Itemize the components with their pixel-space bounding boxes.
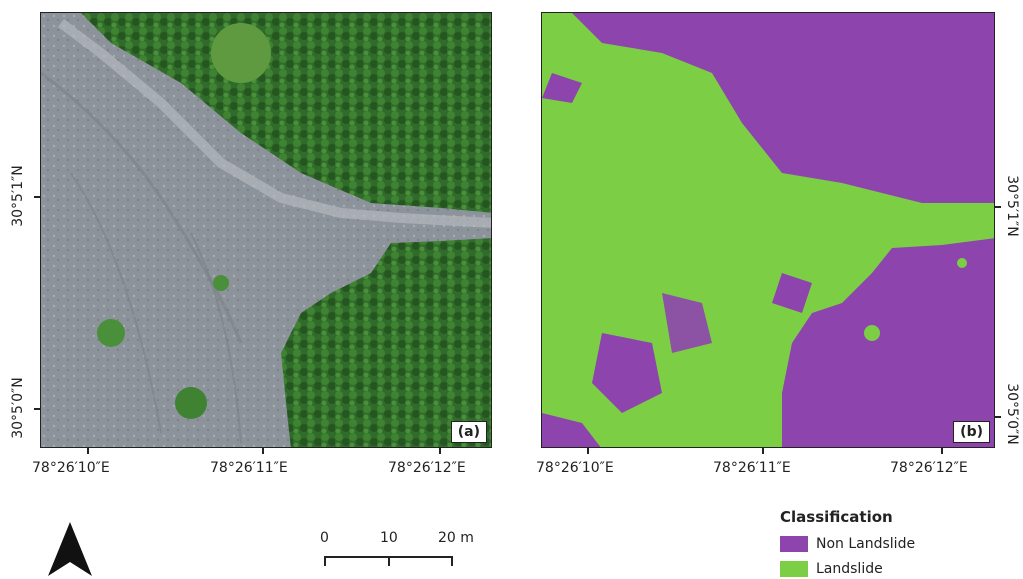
panel-label-a: (a) [450, 421, 487, 443]
classification-map-panel: (b) [541, 12, 995, 448]
scalebar-label-0: 0 [320, 530, 329, 546]
tick-b-lon-1 [587, 448, 589, 454]
scalebar-tick-0 [324, 556, 326, 566]
lon-label-b-2: 78°26′11″E [713, 460, 791, 476]
lat-label-b-2: 30°5′0″N [1004, 383, 1020, 445]
scalebar-tick-10 [388, 556, 390, 566]
scalebar-label-10: 10 [380, 530, 398, 546]
north-arrow-icon [48, 522, 92, 576]
lon-label-a-1: 78°26′10″E [32, 460, 110, 476]
lat-label-b-1: 30°5′1″N [1004, 175, 1020, 237]
tick-a-lon-3 [439, 448, 441, 454]
lon-label-a-2: 78°26′11″E [210, 460, 288, 476]
legend-swatch-non-landslide [780, 536, 808, 552]
lon-label-b-1: 78°26′10″E [536, 460, 614, 476]
lon-label-a-3: 78°26′12″E [388, 460, 466, 476]
tick-b-lon-2 [762, 448, 764, 454]
legend-item-non-landslide: Non Landslide [780, 535, 915, 553]
tick-a-lon-2 [262, 448, 264, 454]
legend-label-landslide: Landslide [816, 561, 883, 577]
lon-label-b-3: 78°26′12″E [890, 460, 968, 476]
aerial-image-panel: (a) [40, 12, 492, 448]
panel-label-b: (b) [953, 421, 990, 443]
classification-map [542, 13, 994, 447]
legend-label-non-landslide: Non Landslide [816, 536, 916, 552]
legend-title: Classification [780, 508, 893, 526]
tick-b-lon-3 [941, 448, 943, 454]
tick-b-lat-2 [995, 416, 1001, 418]
legend-item-landslide: Landslide [780, 560, 883, 578]
lat-label-a-1: 30°5′1″N [10, 165, 26, 227]
tick-b-lat-1 [995, 206, 1001, 208]
tick-a-lat-2 [34, 408, 40, 410]
aerial-image [41, 13, 491, 447]
tick-a-lat-1 [34, 196, 40, 198]
lat-label-a-2: 30°5′0″N [10, 377, 26, 439]
tick-a-lon-1 [87, 448, 89, 454]
scalebar-label-20: 20 m [438, 530, 474, 546]
scalebar-tick-20 [451, 556, 453, 566]
legend-swatch-landslide [780, 561, 808, 577]
